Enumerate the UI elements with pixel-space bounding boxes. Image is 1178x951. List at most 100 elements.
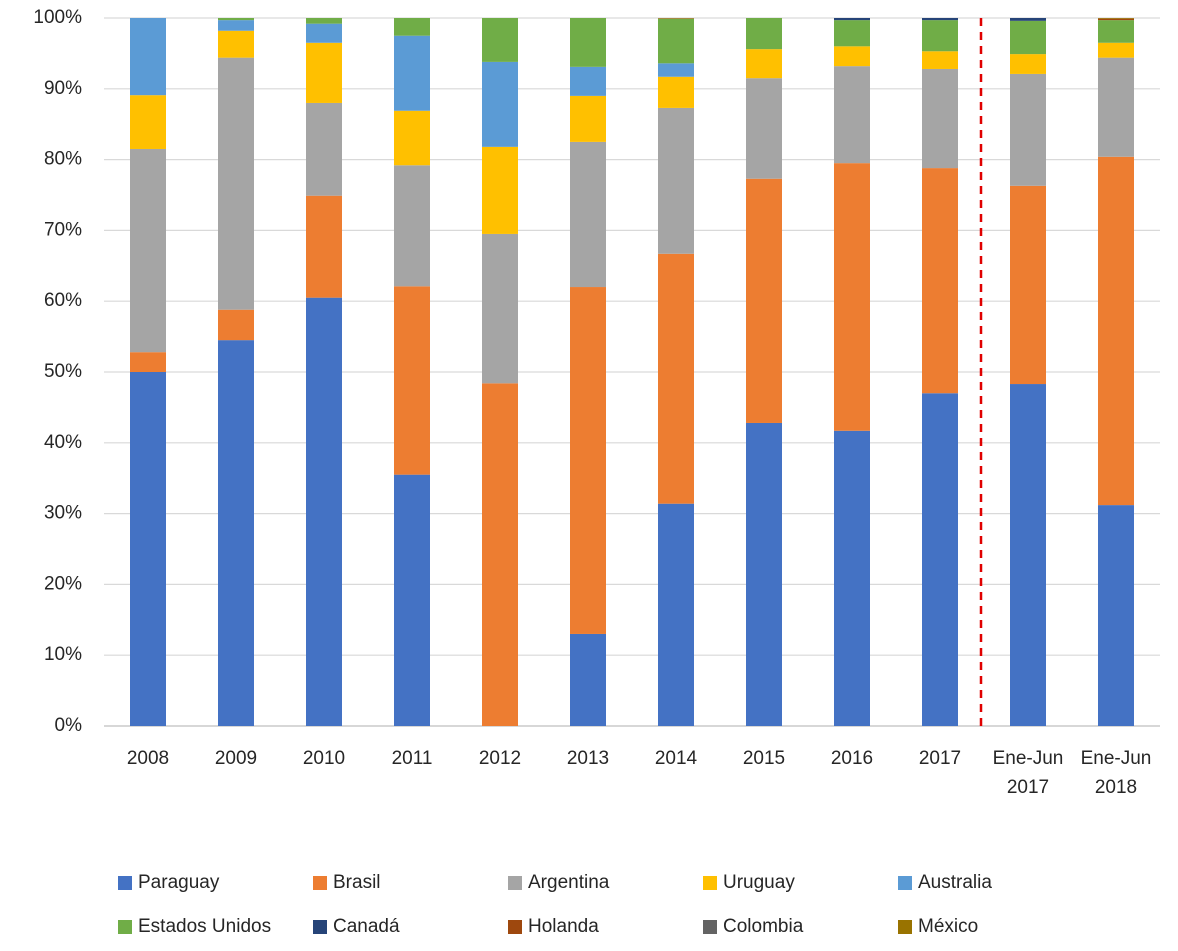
bar-segment <box>394 18 430 36</box>
bar-segment <box>130 148 166 353</box>
bar-segment <box>1098 20 1134 43</box>
bar-segment <box>218 340 254 726</box>
bar-segment <box>922 20 958 52</box>
x-tick-label: 2011 <box>391 748 433 769</box>
legend-swatch <box>703 876 717 890</box>
legend-swatch <box>508 920 522 934</box>
legend-swatch <box>508 876 522 890</box>
bar-segment <box>834 430 870 726</box>
bar-segment <box>570 141 606 288</box>
bar-segment <box>1098 57 1134 157</box>
legend-label: Uruguay <box>723 872 795 893</box>
bar-segment <box>834 18 870 21</box>
bar-segment <box>922 168 958 394</box>
bar-segment <box>834 163 870 431</box>
bar-segment <box>746 49 782 79</box>
y-tick-label: 20% <box>44 573 82 594</box>
bar-segment <box>394 286 430 475</box>
x-tick-label: 2008 <box>126 748 170 769</box>
bar-segment <box>394 474 430 726</box>
bar-segment <box>306 42 342 103</box>
bar-segment <box>1098 42 1134 58</box>
x-tick-label: 2017 <box>918 748 962 769</box>
bar-segment <box>306 102 342 196</box>
bar-segment <box>570 95 606 142</box>
x-tick-label: 2014 <box>654 748 698 769</box>
bar-segment <box>570 66 606 96</box>
bar-segment <box>482 61 518 147</box>
x-tick-label: Ene-Jun 2017 <box>992 748 1064 798</box>
bar-segment <box>218 18 254 21</box>
bar-segment <box>306 297 342 726</box>
legend-swatch <box>118 920 132 934</box>
bar-segment <box>658 76 694 108</box>
y-tick-label: 100% <box>33 7 82 28</box>
x-tick-label: Ene-Jun 2018 <box>1080 748 1152 798</box>
bar-segment <box>746 422 782 726</box>
bar-segment <box>658 107 694 254</box>
bar-segment <box>570 633 606 726</box>
legend-label: Argentina <box>528 872 610 893</box>
x-tick-label: 2012 <box>478 748 522 769</box>
y-tick-label: 30% <box>44 503 82 524</box>
legend-label: Estados Unidos <box>138 916 271 937</box>
bar-segment <box>306 23 342 43</box>
y-tick-label: 90% <box>44 78 82 99</box>
legend-swatch <box>313 920 327 934</box>
bar-segment <box>834 66 870 164</box>
y-tick-label: 40% <box>44 432 82 453</box>
bar-segment <box>658 63 694 77</box>
bar-segment <box>1010 384 1046 726</box>
bar-segment <box>746 178 782 423</box>
legend-label: Canadá <box>333 916 400 937</box>
bar-segment <box>482 383 518 726</box>
bar-segment <box>394 110 430 166</box>
bar-segment <box>130 352 166 372</box>
bar-segment <box>1010 20 1046 55</box>
bar-segment <box>1098 18 1134 19</box>
bar-segment <box>746 78 782 179</box>
y-tick-label: 80% <box>44 149 82 170</box>
bar-segment <box>746 18 782 50</box>
legend-swatch <box>118 876 132 890</box>
legend-label: Colombia <box>723 916 804 937</box>
bar-segment <box>922 393 958 726</box>
bar-segment <box>1010 54 1046 74</box>
legend-label: México <box>918 916 978 937</box>
bar-segment <box>1010 73 1046 186</box>
bar-segment <box>1010 18 1046 21</box>
y-tick-label: 60% <box>44 290 82 311</box>
x-tick-label: 2016 <box>830 748 874 769</box>
bar-segment <box>922 18 958 21</box>
legend-label: Australia <box>918 872 992 893</box>
y-tick-label: 0% <box>55 715 83 736</box>
bar-segment <box>658 503 694 726</box>
bar-segment <box>394 165 430 287</box>
bar-segment <box>130 95 166 149</box>
legend-swatch <box>703 920 717 934</box>
legend-swatch <box>898 920 912 934</box>
bar-segment <box>130 372 166 726</box>
x-tick-label: 2010 <box>302 748 346 769</box>
bar-segment <box>570 287 606 634</box>
x-tick-label: 2013 <box>566 748 610 769</box>
bar-segment <box>482 146 518 234</box>
bar-segment <box>218 309 254 341</box>
bar-segment <box>218 57 254 310</box>
bar-segment <box>922 68 958 169</box>
legend-label: Holanda <box>528 916 599 937</box>
bar-segment <box>570 18 606 67</box>
bar-segment <box>1098 156 1134 506</box>
bar-segment <box>482 233 518 384</box>
bar-segment <box>218 20 254 31</box>
bar-segment <box>658 18 694 64</box>
bar-segment <box>394 35 430 111</box>
y-tick-label: 50% <box>44 361 82 382</box>
bar-segment <box>306 18 342 24</box>
bar-segment <box>922 51 958 69</box>
bar-segment <box>1098 18 1134 21</box>
legend-swatch <box>898 876 912 890</box>
y-tick-label: 70% <box>44 219 82 240</box>
